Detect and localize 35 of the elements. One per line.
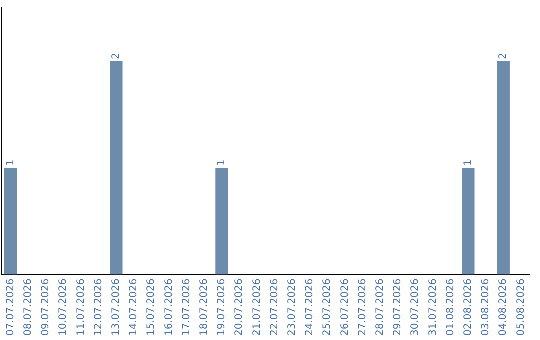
x-tick-label: 05.08.2026 <box>516 278 527 336</box>
x-tick-label: 28.07.2026 <box>374 278 386 336</box>
x-tick-label: 31.07.2026 <box>428 278 439 336</box>
x-tick-label: 29.07.2026 <box>392 278 404 336</box>
data-label: 1 <box>462 160 474 166</box>
x-tick-label: 21.07.2026 <box>252 278 263 336</box>
x-tick-label: 16.07.2026 <box>164 278 175 336</box>
x-tick-label: 23.07.2026 <box>286 278 298 336</box>
x-tick-label: 27.07.2026 <box>357 278 368 336</box>
x-tick-label: 11.07.2026 <box>76 278 87 336</box>
x-tick-label: 25.07.2026 <box>322 278 334 336</box>
x-tick-label: 02.08.2026 <box>462 278 474 336</box>
x-tick-label: 01.08.2026 <box>445 278 456 336</box>
x-tick-label: 19.07.2026 <box>216 278 228 336</box>
x-tick-label: 03.08.2026 <box>480 278 492 336</box>
x-tick-label: 08.07.2026 <box>22 278 34 336</box>
x-tick-label: 24.07.2026 <box>304 278 316 336</box>
x-tick-label: 15.07.2026 <box>146 278 158 336</box>
x-tick-label: 17.07.2026 <box>181 278 192 336</box>
x-tick-label: 10.07.2026 <box>58 278 70 336</box>
x-tick-label: 14.07.2026 <box>128 278 140 336</box>
x-tick-label: 20.07.2026 <box>234 278 246 336</box>
x-tick-label: 09.07.2026 <box>40 278 52 336</box>
data-label: 1 <box>216 160 228 166</box>
data-label: 2 <box>110 52 122 60</box>
data-label: 1 <box>5 160 16 166</box>
x-tick-label: 22.07.2026 <box>269 278 280 336</box>
x-tick-label: 04.08.2026 <box>498 278 510 336</box>
x-tick-label: 18.07.2026 <box>198 278 210 336</box>
x-tick-label: 12.07.2026 <box>93 278 104 336</box>
x-tick-label: 26.07.2026 <box>340 278 351 336</box>
data-label: 2 <box>498 52 510 60</box>
x-tick-label: 30.07.2026 <box>410 278 422 336</box>
x-tick-label: 07.07.2026 <box>5 278 16 336</box>
x-tick-label: 13.07.2026 <box>110 278 122 336</box>
